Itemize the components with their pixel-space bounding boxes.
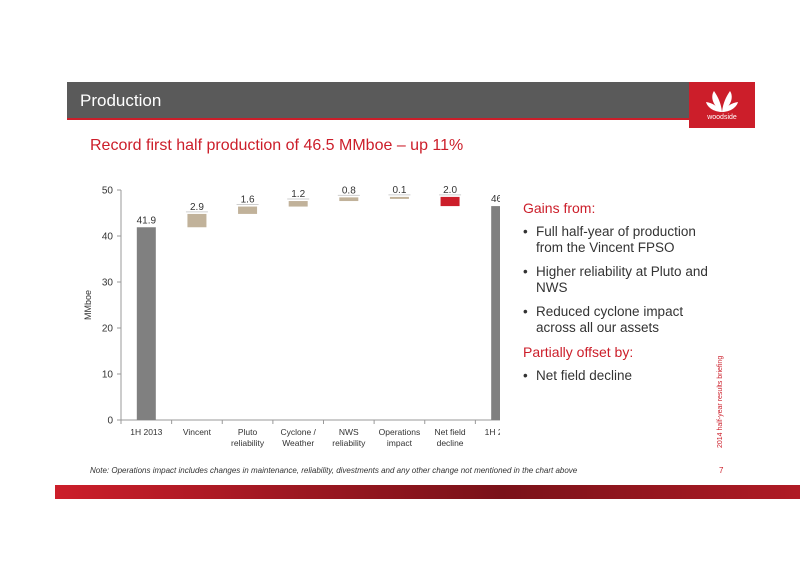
gains-list: • Full half-year of production from the V… bbox=[523, 224, 713, 336]
x-tick-label: Cyclone / bbox=[280, 427, 316, 437]
x-tick-label: reliability bbox=[231, 438, 265, 448]
gains-panel: Gains from: • Full half-year of productio… bbox=[523, 200, 713, 392]
y-tick-label: 30 bbox=[102, 278, 114, 289]
chart-bar bbox=[187, 213, 207, 228]
x-tick-label: Net field bbox=[434, 427, 465, 437]
y-axis-label: MMboe bbox=[83, 290, 93, 320]
chart-bar bbox=[339, 197, 359, 202]
list-item: • Higher reliability at Pluto and NWS bbox=[523, 264, 708, 295]
x-tick-label: impact bbox=[387, 438, 413, 448]
data-label: 2.0 bbox=[443, 185, 457, 196]
list-item: • Net field decline bbox=[523, 368, 633, 383]
x-tick-label: 1H 2014 bbox=[485, 427, 500, 437]
data-label: 0.1 bbox=[392, 185, 406, 196]
offset-heading: Partially offset by: bbox=[523, 344, 634, 360]
bullet-icon: • bbox=[523, 304, 528, 319]
y-tick-label: 50 bbox=[102, 186, 114, 197]
y-tick-label: 0 bbox=[107, 416, 113, 427]
page-title: Production bbox=[80, 91, 162, 110]
x-tick-label: 1H 2013 bbox=[130, 427, 162, 437]
header-bar bbox=[67, 82, 755, 118]
list-item: • Reduced cyclone impact across all our a… bbox=[523, 304, 684, 335]
x-tick-label: Vincent bbox=[183, 427, 212, 437]
chart-bar bbox=[288, 201, 308, 207]
logo-flower-icon bbox=[706, 91, 738, 112]
data-label: 2.9 bbox=[190, 202, 204, 213]
data-label: 46.5 bbox=[491, 194, 500, 205]
data-label: 1.6 bbox=[241, 195, 255, 206]
x-tick-label: decline bbox=[437, 438, 464, 448]
x-tick-label: Pluto bbox=[238, 427, 258, 437]
data-label: 41.9 bbox=[137, 215, 157, 226]
chart-bar bbox=[491, 206, 500, 420]
gains-heading: Gains from: bbox=[523, 200, 596, 216]
bullet-icon: • bbox=[523, 264, 528, 279]
woodside-logo: woodside bbox=[689, 82, 755, 128]
chart-bar bbox=[440, 196, 460, 207]
x-tick-label: NWS bbox=[339, 427, 359, 437]
footer-band bbox=[55, 485, 800, 499]
side-label: 2014 half-year results briefing bbox=[717, 355, 724, 448]
y-tick-label: 10 bbox=[102, 370, 114, 381]
x-tick-label: Weather bbox=[282, 438, 314, 448]
waterfall-chart: 0 10 20 30 40 50 MMboe 41.9 1H 2013 2.9 Vincent 1.6… bbox=[83, 185, 500, 448]
data-label: 0.8 bbox=[342, 185, 356, 196]
y-tick-label: 40 bbox=[102, 232, 114, 243]
footnote: Note: Operations impact includes changes… bbox=[90, 466, 578, 475]
slide-subtitle: Record first half production of 46.5 MMb… bbox=[90, 137, 464, 154]
page-number: 7 bbox=[719, 466, 724, 475]
offset-list: • Net field decline bbox=[523, 368, 713, 384]
bullet-icon: • bbox=[523, 224, 528, 239]
data-label: 1.2 bbox=[291, 189, 305, 200]
y-tick-label: 20 bbox=[102, 324, 114, 335]
x-tick-label: Operations bbox=[379, 427, 421, 437]
chart-bar bbox=[238, 206, 258, 214]
chart-bar bbox=[389, 196, 409, 199]
x-tick-label: reliability bbox=[332, 438, 366, 448]
logo-text: woodside bbox=[707, 114, 737, 121]
list-item: • Full half-year of production from the V… bbox=[523, 224, 696, 255]
header-underline bbox=[67, 118, 689, 120]
bullet-icon: • bbox=[523, 368, 528, 383]
chart-bar bbox=[136, 227, 156, 420]
